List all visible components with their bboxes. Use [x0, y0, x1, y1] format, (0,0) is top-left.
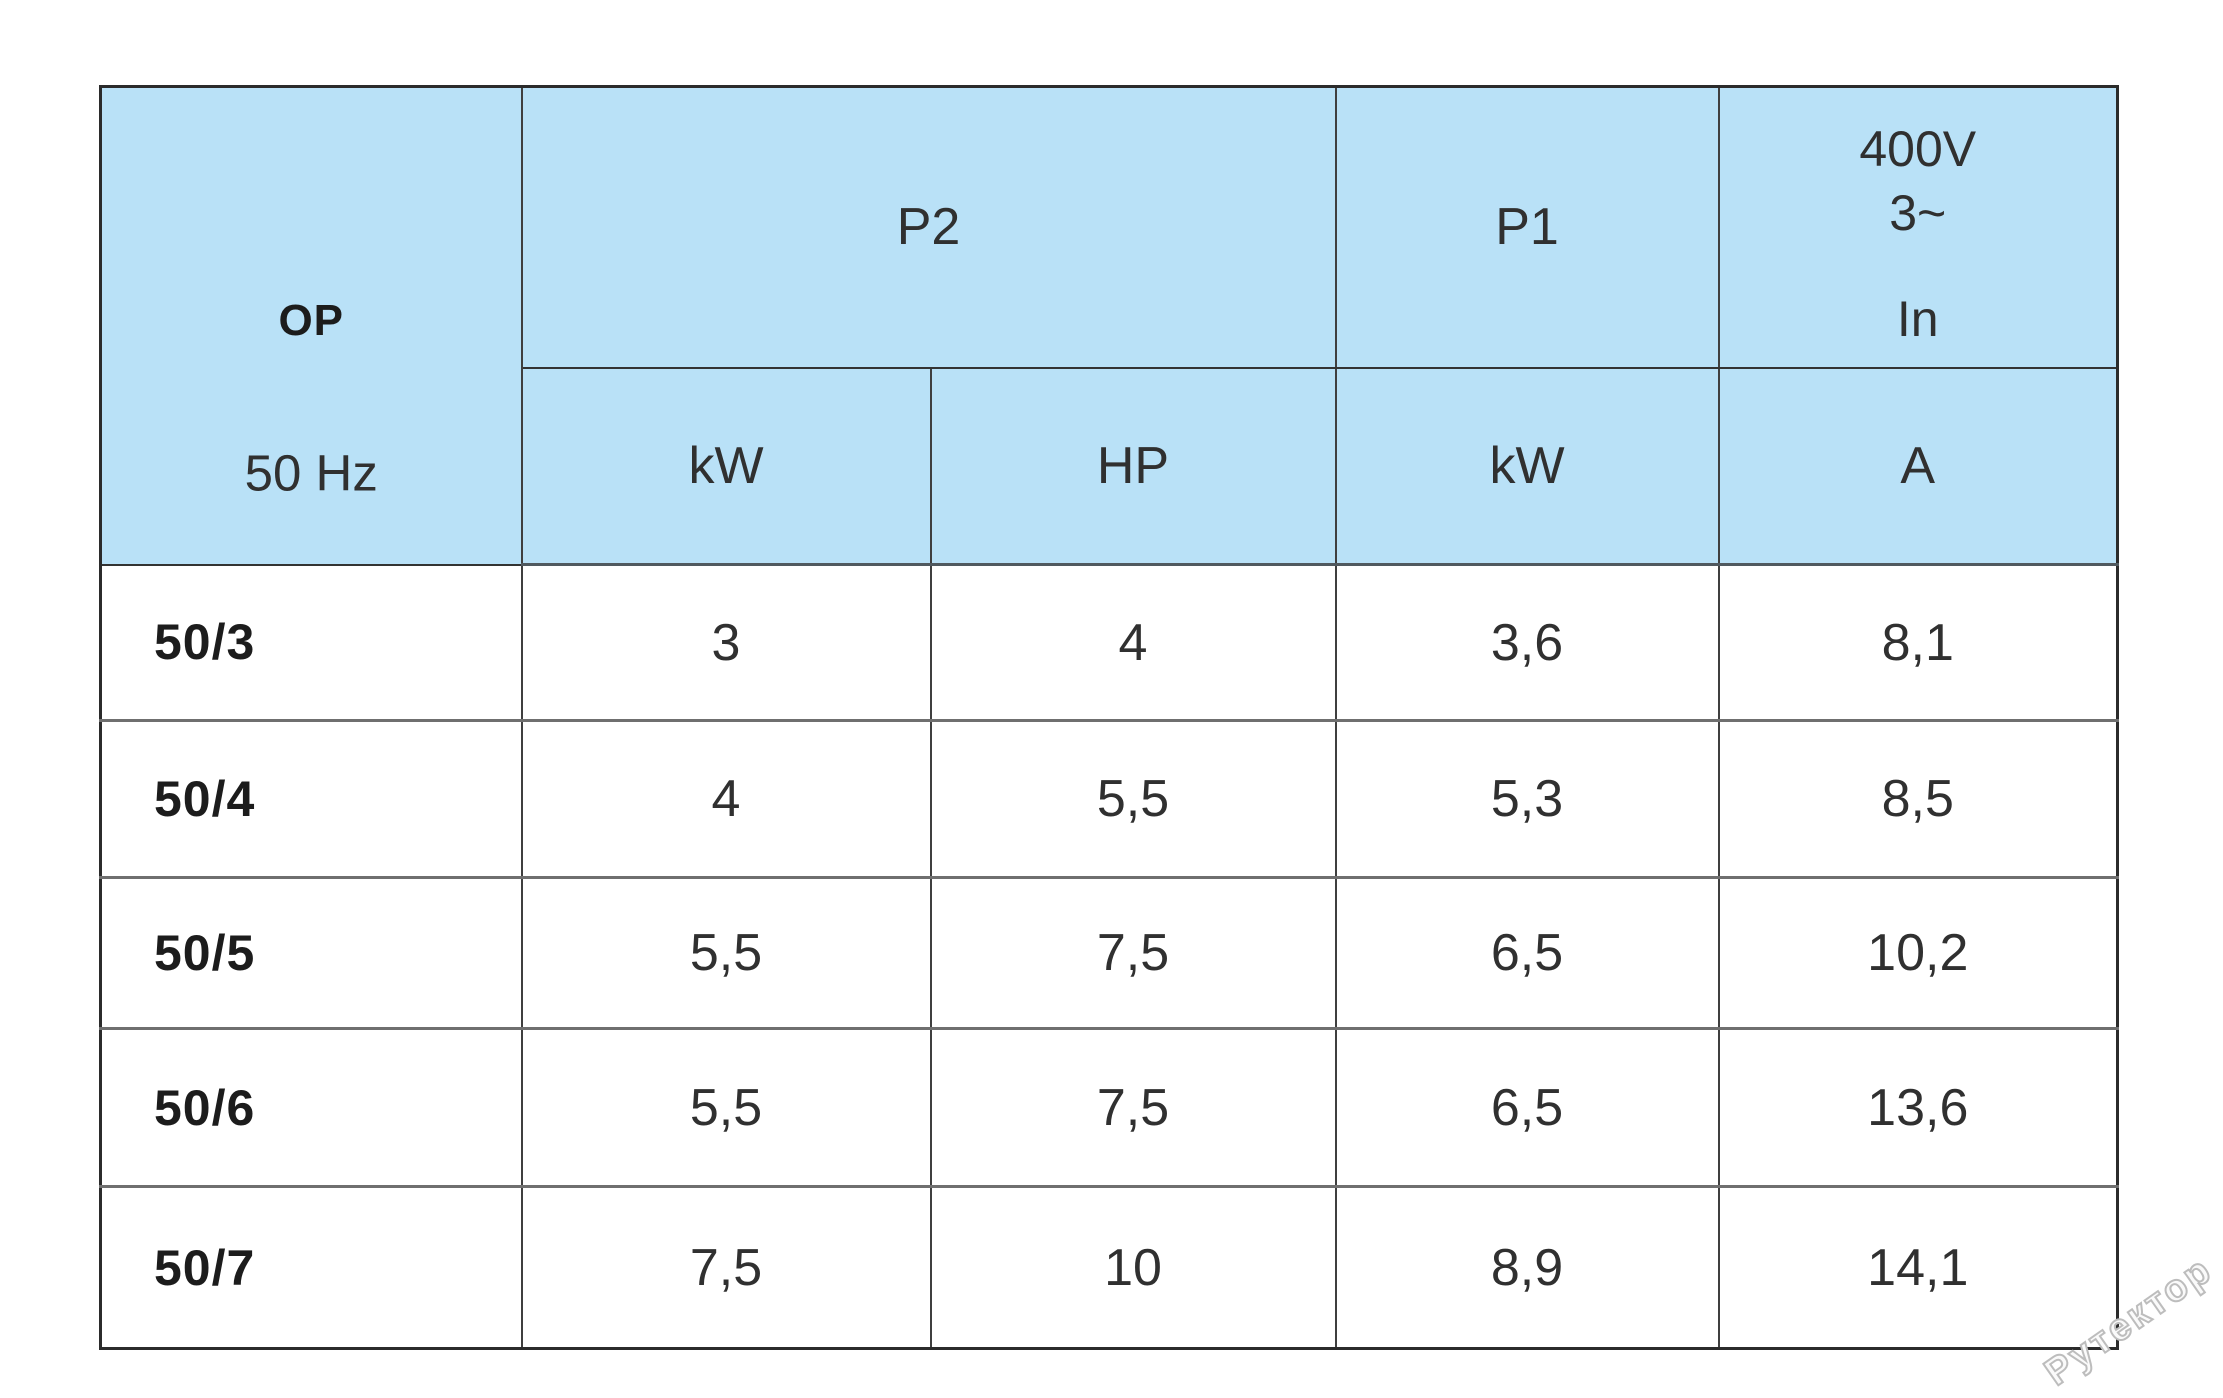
model-cell: 50/6: [99, 1028, 523, 1188]
p2-kw-cell: 7,5: [520, 1186, 932, 1349]
p1-kw-cell: 6,5: [1334, 877, 1720, 1030]
header-frequency-label: 50 Hz: [244, 444, 378, 502]
p2-kw-cell: 5,5: [520, 877, 932, 1030]
header-p2-kw-cell: kW: [520, 367, 932, 566]
p1-kw-cell: 6,5: [1334, 1028, 1720, 1188]
model-cell: 50/7: [99, 1186, 523, 1349]
table-row: 50/7 7,5 10 8,9 14,1: [99, 1186, 2119, 1349]
p2-kw-cell: 4: [520, 720, 932, 879]
p2-hp-cell: 4: [929, 564, 1337, 722]
supply-voltage-label: 400V: [1859, 121, 1977, 178]
model-cell: 50/3: [99, 564, 523, 722]
header-row-units: kW HP kW A: [101, 367, 2119, 566]
supply-phase-label: 3~: [1889, 185, 1947, 242]
header-p1-kw-cell: kW: [1334, 367, 1720, 566]
p2-hp-cell: 7,5: [929, 877, 1337, 1030]
table-row: 50/3 3 4 3,6 8,1: [99, 564, 2119, 722]
header-in-a-cell: A: [1717, 367, 2119, 566]
table-row: 50/4 4 5,5 5,3 8,5: [99, 720, 2119, 879]
header-p2-group-cell: P2: [520, 86, 1337, 369]
header-corner-cell: OP 50 Hz: [99, 86, 523, 566]
supply-current-label: In: [1896, 291, 1939, 348]
p1-kw-cell: 8,9: [1334, 1186, 1720, 1349]
header-p2-hp-cell: HP: [929, 367, 1337, 566]
header-p1-group-cell: P1: [1334, 86, 1720, 369]
header-row-groups: OP 50 Hz P2 P1 400V 3~ In: [99, 86, 2119, 566]
p2-kw-cell: 5,5: [520, 1028, 932, 1188]
table-row: 50/5 5,5 7,5 6,5 10,2: [99, 877, 2119, 1030]
header-op-label: OP: [278, 295, 345, 345]
p2-hp-cell: 10: [929, 1186, 1337, 1349]
model-cell: 50/4: [99, 720, 523, 879]
header-supply-cell: 400V 3~ In: [1717, 86, 2119, 369]
in-a-cell: 10,2: [1717, 877, 2119, 1030]
in-a-cell: 8,5: [1717, 720, 2119, 879]
table-row: 50/6 5,5 7,5 6,5 13,6: [99, 1028, 2119, 1188]
p2-kw-cell: 3: [520, 564, 932, 722]
in-a-cell: 13,6: [1717, 1028, 2119, 1188]
motor-specs-table: OP 50 Hz P2 P1 400V 3~ In kW HP kW A 50/…: [99, 85, 2120, 1350]
p2-hp-cell: 5,5: [929, 720, 1337, 879]
p2-hp-cell: 7,5: [929, 1028, 1337, 1188]
in-a-cell: 14,1: [1717, 1186, 2119, 1349]
in-a-cell: 8,1: [1717, 564, 2119, 722]
p1-kw-cell: 3,6: [1334, 564, 1720, 722]
p1-kw-cell: 5,3: [1334, 720, 1720, 879]
model-cell: 50/5: [99, 877, 523, 1030]
